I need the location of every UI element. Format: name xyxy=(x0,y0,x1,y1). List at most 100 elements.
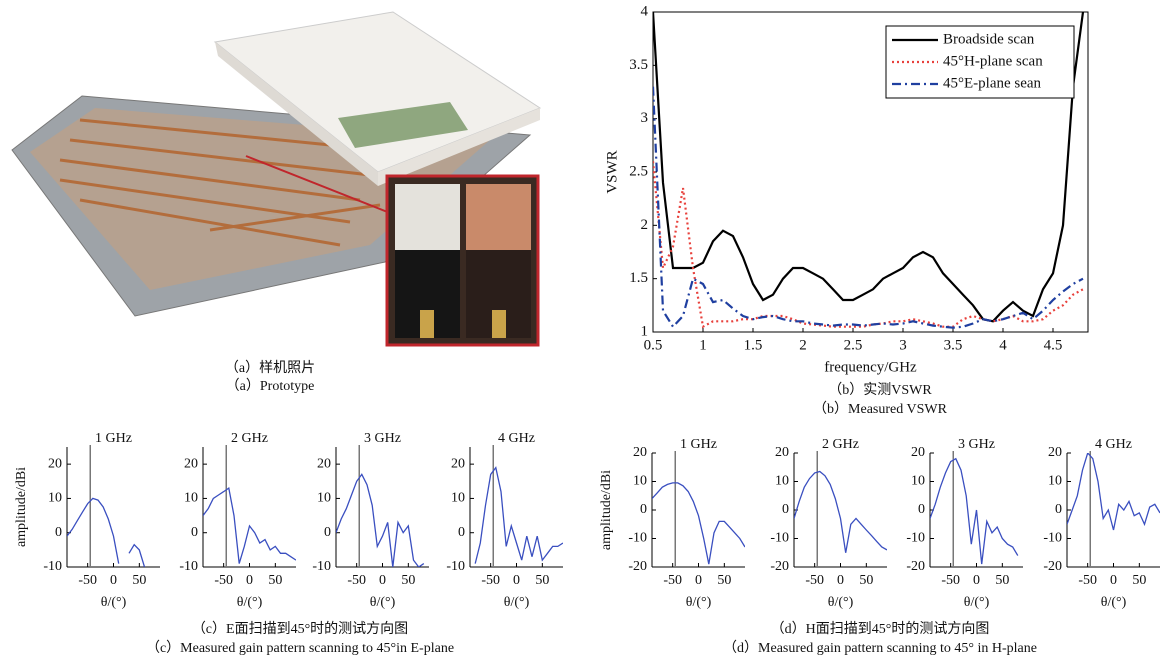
x-axis-label: θ/(°) xyxy=(964,595,990,610)
x-tick-label: 50 xyxy=(401,573,415,588)
chart: -50 0 50 -20 -10 0 10 20 2 GHz θ/(°) xyxy=(770,437,887,610)
prototype-photo xyxy=(11,11,542,347)
chart-title: 1 GHz xyxy=(680,437,717,452)
y-tick-label: -10 xyxy=(446,559,465,574)
y-tick-label: 10 xyxy=(451,491,465,506)
x-tick-label: 0 xyxy=(695,573,702,588)
y-tick-label: 10 xyxy=(1048,474,1062,489)
radome-front xyxy=(378,108,540,186)
x-tick-label: -50 xyxy=(481,573,500,588)
caption-en: （d）Measured gain pattern scanning to 45°… xyxy=(723,640,1037,656)
x-tick-label: 1 xyxy=(699,337,707,353)
y-tick-label: -20 xyxy=(906,559,925,574)
series-line xyxy=(930,457,1019,565)
y-tick-label: 0 xyxy=(640,502,647,517)
chart: -50 0 50 -10 0 10 20 3 GHz θ/(°) xyxy=(312,431,429,610)
y-axis-label: amplitude/dBi xyxy=(599,470,614,550)
x-axis-label: θ/(°) xyxy=(370,595,396,610)
connector-2 xyxy=(492,310,506,338)
series-line xyxy=(1067,453,1160,531)
y-tick-label: 0 xyxy=(458,525,465,540)
y-axis-label: VSWR xyxy=(604,150,620,193)
y-tick-label: -20 xyxy=(1043,559,1062,574)
series-line xyxy=(67,497,146,567)
y-tick-label: -10 xyxy=(1043,531,1062,546)
x-tick-label: 0 xyxy=(513,573,520,588)
x-tick-label: 3 xyxy=(899,337,907,353)
chart-title: 1 GHz xyxy=(95,431,132,446)
y-tick-label: 20 xyxy=(775,445,789,460)
x-axis-label: θ/(°) xyxy=(237,595,263,610)
x-tick-label: 0 xyxy=(837,573,844,588)
chart: -50 0 50 -10 0 10 20 2 GHz θ/(°) xyxy=(179,431,296,610)
y-tick-label: 0 xyxy=(1055,502,1062,517)
x-tick-label: 0.5 xyxy=(644,337,663,353)
x-tick-label: 50 xyxy=(995,573,1009,588)
y-tick-label: 10 xyxy=(317,491,331,506)
chart: -50 0 50 -20 -10 0 10 20 3 GHz θ/(°) xyxy=(906,437,1023,610)
y-tick-label: 3.5 xyxy=(629,57,648,73)
y-tick-label: 0 xyxy=(55,525,62,540)
y-tick-label: 20 xyxy=(317,456,331,471)
y-tick-label: 10 xyxy=(184,491,198,506)
x-tick-label: -50 xyxy=(1078,573,1097,588)
y-tick-label: 0 xyxy=(782,502,789,517)
x-tick-label: 50 xyxy=(859,573,873,588)
x-tick-label: 50 xyxy=(268,573,282,588)
x-tick-label: 0 xyxy=(1110,573,1117,588)
x-tick-label: 50 xyxy=(132,573,146,588)
y-tick-label: 10 xyxy=(633,474,647,489)
y-tick-label: 20 xyxy=(1048,445,1062,460)
y-tick-label: 20 xyxy=(911,445,925,460)
y-tick-label: 4 xyxy=(641,3,649,19)
x-tick-label: 0 xyxy=(973,573,980,588)
x-tick-label: 3.5 xyxy=(944,337,963,353)
x-tick-label: -50 xyxy=(805,573,824,588)
caption-en: （b）Measured VSWR xyxy=(813,401,948,417)
chart-title: 4 GHz xyxy=(498,431,535,446)
x-tick-label: 50 xyxy=(1132,573,1146,588)
x-tick-label: 2.5 xyxy=(844,337,863,353)
x-tick-label: 0 xyxy=(246,573,253,588)
caption-zh: （a）样机照片 xyxy=(225,360,315,376)
y-tick-label: 0 xyxy=(918,502,925,517)
chart: -50 0 50 -20 -10 0 10 20 4 GHz θ/(°) xyxy=(1043,437,1160,610)
x-tick-label: -50 xyxy=(663,573,682,588)
y-tick-label: 20 xyxy=(451,456,465,471)
y-tick-label: 2.5 xyxy=(629,163,648,179)
series-line xyxy=(203,487,296,564)
y-tick-label: 2 xyxy=(641,217,649,233)
y-tick-label: -10 xyxy=(312,559,331,574)
y-tick-label: 20 xyxy=(633,445,647,460)
series-line xyxy=(336,473,425,567)
x-axis-label: θ/(°) xyxy=(686,595,712,610)
caption-en: （c）Measured gain pattern scanning to 45°… xyxy=(146,640,454,656)
legend-label: Broadside scan xyxy=(943,31,1035,47)
chart: 0.5 1 1.5 2 2.5 3 3.5 4 4.511.522.533.54frequenc… xyxy=(604,3,1089,375)
x-axis-label: θ/(°) xyxy=(504,595,530,610)
x-axis-label: frequency/GHz xyxy=(824,359,917,375)
y-axis-label: amplitude/dBi xyxy=(14,467,29,547)
chart-title: 4 GHz xyxy=(1095,437,1132,452)
y-tick-label: 20 xyxy=(184,456,198,471)
legend-label: 45°H-plane scan xyxy=(943,53,1043,69)
x-axis-label: θ/(°) xyxy=(1101,595,1127,610)
x-tick-label: 2 xyxy=(799,337,807,353)
series-line xyxy=(653,161,1084,329)
y-tick-label: 10 xyxy=(911,474,925,489)
x-tick-label: -50 xyxy=(347,573,366,588)
y-tick-label: -20 xyxy=(770,559,789,574)
y-tick-label: 3 xyxy=(641,110,649,126)
series-line xyxy=(652,482,745,565)
captions: （a）样机照片 （a）Prototype （b）实测VSWR （b）Measur… xyxy=(146,360,1037,656)
caption-zh: （b）实测VSWR xyxy=(828,382,932,398)
y-tick-label: -10 xyxy=(906,531,925,546)
x-tick-label: -50 xyxy=(214,573,233,588)
y-tick-label: 1.5 xyxy=(629,270,648,286)
y-tick-label: 0 xyxy=(324,525,331,540)
x-tick-label: 0 xyxy=(379,573,386,588)
y-tick-label: 1 xyxy=(641,323,649,339)
x-axis-label: θ/(°) xyxy=(101,595,127,610)
chart-title: 2 GHz xyxy=(231,431,268,446)
